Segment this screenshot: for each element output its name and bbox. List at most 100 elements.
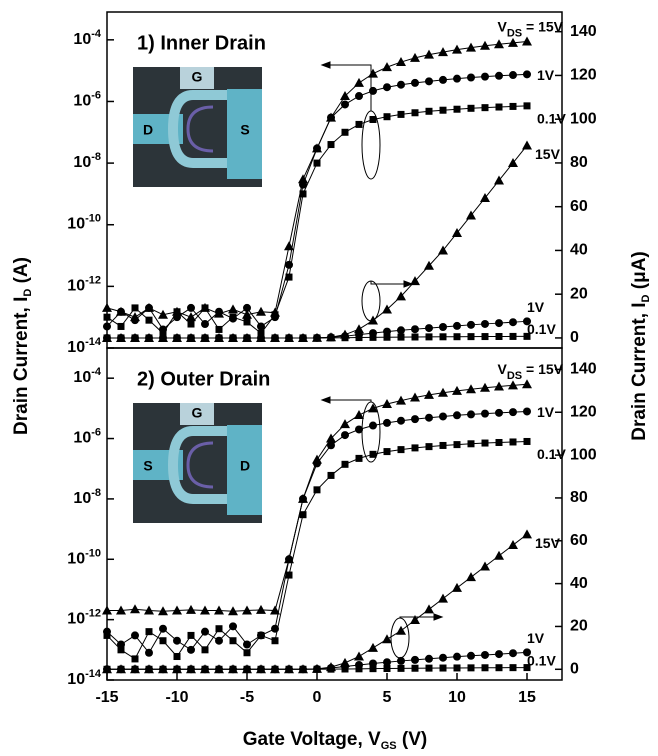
marker [103, 313, 111, 321]
marker [172, 664, 182, 674]
inset-label: G [192, 405, 203, 421]
marker [508, 380, 518, 390]
y-tick-label: 10-14 [67, 668, 102, 688]
right-pad [227, 425, 262, 515]
marker [509, 649, 517, 658]
text-part: V [498, 361, 508, 377]
marker [242, 309, 252, 319]
marker [131, 655, 139, 663]
series-label: VDS = 15V [498, 18, 564, 39]
marker [494, 39, 504, 49]
marker [284, 332, 294, 342]
marker [270, 332, 280, 342]
marker [397, 446, 405, 454]
marker [410, 392, 420, 402]
text-part: 10 [73, 369, 91, 386]
marker [284, 241, 294, 251]
marker [243, 649, 251, 657]
marker [327, 141, 335, 149]
x-tick-label: -10 [165, 689, 188, 706]
text-part: Gate Voltage, V [243, 729, 381, 750]
marker [509, 318, 517, 327]
inset-label: G [192, 69, 203, 85]
marker [145, 628, 153, 636]
inset-image [133, 67, 262, 187]
marker [425, 107, 433, 115]
marker [242, 332, 252, 342]
marker [327, 441, 335, 450]
marker [396, 291, 406, 301]
marker [466, 572, 476, 582]
marker [439, 75, 447, 84]
marker [131, 631, 139, 640]
marker [158, 606, 168, 616]
marker [494, 550, 504, 560]
marker [382, 62, 392, 72]
text-part: 10 [67, 671, 85, 688]
marker [481, 333, 489, 341]
marker [383, 83, 391, 92]
y2-tick-label: 60 [570, 532, 588, 549]
text-part: D [22, 289, 34, 297]
marker [467, 440, 475, 448]
marker [256, 332, 266, 342]
marker [215, 625, 223, 633]
marker [522, 36, 532, 46]
marker [481, 104, 489, 112]
marker [383, 448, 391, 456]
marker [326, 433, 336, 443]
marker [411, 109, 419, 117]
marker [369, 665, 377, 673]
marker [452, 227, 462, 237]
marker [523, 317, 531, 326]
marker [130, 312, 140, 322]
y-tick-label: 10-10 [67, 213, 101, 233]
marker [130, 604, 140, 614]
marker [326, 112, 336, 122]
x-tick-label: -15 [95, 689, 118, 706]
arrowhead [403, 280, 414, 288]
marker [424, 260, 434, 270]
marker [158, 309, 168, 319]
series-label: 0.1V [537, 446, 566, 462]
y-tick-label: 10-14 [67, 336, 102, 356]
marker [271, 624, 279, 633]
marker [201, 320, 209, 329]
gate-pad [180, 403, 214, 425]
marker [256, 664, 266, 674]
text-part: Drain Current, I [629, 302, 650, 440]
y-tick-label: 10-6 [73, 426, 101, 446]
marker [102, 664, 112, 674]
marker [522, 379, 532, 389]
marker [382, 634, 392, 644]
marker [425, 443, 433, 451]
marker [313, 159, 321, 167]
marker [467, 333, 475, 341]
marker [522, 529, 532, 539]
marker [145, 316, 153, 324]
marker [326, 332, 336, 342]
marker [145, 648, 153, 657]
text-part: 10 [73, 430, 91, 447]
marker [383, 418, 391, 427]
marker [480, 192, 490, 202]
panel-title: 2) Outer Drain [137, 368, 270, 390]
y-axis-label: Drain Current, ID (A) [11, 257, 34, 435]
y2-tick-label: 120 [570, 403, 597, 420]
marker [172, 306, 182, 316]
marker [214, 664, 224, 674]
marker [158, 664, 168, 674]
marker [397, 664, 405, 672]
text-part: -8 [91, 151, 101, 163]
marker [172, 605, 182, 615]
marker [453, 333, 461, 341]
marker [494, 175, 504, 185]
inset-label: D [143, 122, 153, 138]
series-label: 15V [535, 146, 561, 162]
marker [453, 411, 461, 420]
marker [186, 312, 196, 322]
marker [201, 646, 209, 654]
text-part: 10 [73, 490, 91, 507]
marker [425, 413, 433, 422]
marker [116, 332, 126, 342]
